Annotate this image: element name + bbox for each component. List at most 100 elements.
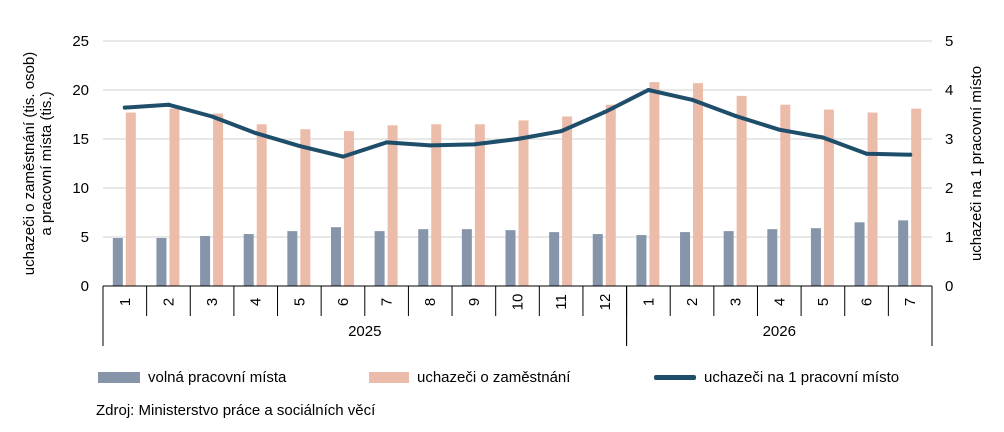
- x-tick-label: 5: [815, 298, 832, 306]
- bar-applicants: [518, 120, 529, 286]
- x-tick-label: 8: [422, 298, 439, 306]
- y-left-tick-label: 0: [81, 278, 89, 295]
- ratio-point: [428, 143, 433, 148]
- ratio-point: [820, 135, 825, 140]
- bar-applicants: [823, 109, 834, 286]
- bar-applicants: [605, 104, 616, 286]
- y-right-tick-label: 4: [945, 82, 953, 99]
- bar-applicants: [169, 108, 180, 287]
- bar-applicants: [780, 104, 791, 286]
- ratio-point: [777, 127, 782, 132]
- x-tick-label: 1: [117, 298, 134, 306]
- bar-applicants: [649, 82, 660, 286]
- bar-vacancies: [636, 235, 647, 286]
- legend-label-ratio: uchazeči na 1 pracovní místo: [704, 368, 900, 386]
- bar-vacancies: [767, 229, 778, 286]
- ratio-point: [253, 131, 258, 136]
- ratio-line-layer: [122, 88, 913, 159]
- bar-vacancies: [898, 220, 909, 286]
- year-label: 2025: [348, 323, 381, 340]
- x-tick-label: 4: [248, 298, 265, 306]
- y-left-tick-label: 25: [72, 33, 89, 50]
- x-tick-label: 9: [466, 298, 483, 306]
- legend-label-applicants: uchazeči o zaměstnání: [417, 368, 571, 386]
- x-tick-label: 2: [160, 298, 177, 306]
- bar-applicants: [431, 124, 442, 286]
- ratio-point: [690, 97, 695, 102]
- ratio-point: [864, 151, 869, 156]
- ratio-point: [471, 142, 476, 147]
- x-tick-label: 10: [510, 294, 527, 311]
- y-right-tick-label: 5: [945, 33, 953, 50]
- bar-vacancies: [200, 236, 211, 286]
- bar-applicants: [867, 112, 878, 286]
- bar-vacancies: [723, 231, 734, 286]
- x-tick-label: 12: [597, 294, 614, 311]
- ratio-line: [122, 88, 913, 159]
- bar-applicants: [693, 83, 704, 286]
- y-left-tick-label: 20: [72, 82, 89, 99]
- ratio-point: [515, 137, 520, 141]
- bar-vacancies: [549, 232, 560, 286]
- legend-vacancies: volná pracovní místa: [98, 364, 286, 390]
- bar-vacancies: [374, 231, 385, 286]
- ratio-point: [602, 110, 607, 115]
- y-right-tick-label: 1: [945, 229, 953, 246]
- ratio-point: [166, 102, 171, 107]
- source-note: Zdroj: Ministerstvo práce a sociálních v…: [96, 402, 376, 419]
- legend-label-vacancies: volná pracovní místa: [148, 368, 287, 386]
- y-right-tick-label: 2: [945, 180, 953, 197]
- ratio-point: [559, 129, 564, 134]
- bar-applicants: [911, 108, 922, 287]
- x-tick-label: 5: [291, 298, 308, 306]
- bar-vacancies: [505, 230, 516, 286]
- bar-vacancies: [680, 232, 691, 286]
- bar-vacancies: [330, 227, 341, 286]
- x-tick-label: 11: [553, 294, 570, 310]
- y-left-tick-label: 15: [72, 131, 89, 148]
- bar-applicants: [300, 129, 311, 286]
- bar-vacancies: [854, 222, 865, 286]
- bar-applicants: [256, 124, 267, 286]
- y-left-axis-title-line1: uchazeči o zaměstnání (tis. osob): [21, 52, 38, 275]
- y-left-tick-label: 5: [81, 229, 89, 246]
- x-tick-label: 6: [859, 298, 876, 306]
- x-tick-label: 1: [640, 298, 657, 306]
- bar-vacancies: [810, 228, 821, 286]
- x-tick-label: 3: [204, 298, 221, 306]
- bar-vacancies: [287, 231, 298, 286]
- ratio-point: [122, 105, 127, 110]
- x-tick-label: 3: [728, 298, 745, 306]
- bar-applicants: [387, 125, 398, 286]
- y-left-tick-label: 10: [72, 180, 89, 197]
- bar-vacancies: [461, 229, 472, 286]
- bar-vacancies: [112, 237, 123, 286]
- bar-vacancies: [592, 234, 603, 286]
- ratio-point: [297, 143, 302, 148]
- x-tick-label: 6: [335, 298, 352, 306]
- bars: [112, 82, 922, 287]
- legend-applicants: uchazeči o zaměstnání: [369, 364, 570, 390]
- bar-vacancies: [418, 229, 429, 286]
- x-tick-label: 7: [379, 298, 396, 306]
- x-tick-label: 7: [902, 298, 919, 306]
- x-tick-label: 2: [684, 298, 701, 306]
- legend-swatch-ratio: [654, 374, 696, 380]
- ratio-point: [733, 113, 738, 118]
- legend-ratio: uchazeči na 1 pracovní místo: [654, 364, 899, 390]
- year-label: 2026: [763, 323, 796, 340]
- y-right-axis-title: uchazeči na 1 pracovní místo: [968, 66, 985, 261]
- legend-swatch-vacancies: [98, 371, 140, 383]
- bar-vacancies: [156, 237, 167, 286]
- bar-applicants: [125, 112, 136, 286]
- bar-applicants: [343, 131, 354, 286]
- bar-applicants: [213, 113, 224, 287]
- bar-applicants: [474, 124, 485, 286]
- y-right-tick-label: 3: [945, 131, 953, 148]
- legend-swatch-applicants: [369, 371, 409, 383]
- ratio-point: [646, 88, 651, 92]
- x-tick-label: 4: [771, 298, 788, 306]
- y-left-axis-title-line2: a pracovní místa (tis.): [38, 91, 55, 235]
